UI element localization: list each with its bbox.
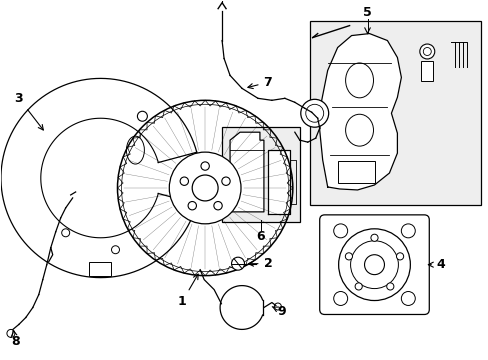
Text: 9: 9	[272, 305, 285, 318]
Bar	[88, 262, 110, 276]
Circle shape	[401, 224, 414, 238]
Polygon shape	[229, 132, 264, 212]
Circle shape	[333, 292, 347, 305]
Text: 2: 2	[248, 257, 272, 270]
Text: 3: 3	[15, 92, 43, 130]
Polygon shape	[319, 33, 401, 190]
Circle shape	[188, 202, 196, 210]
Circle shape	[401, 292, 414, 305]
Circle shape	[370, 234, 377, 241]
Bar	[309, 21, 480, 205]
Text: 7: 7	[247, 76, 272, 89]
Polygon shape	[267, 150, 289, 214]
Text: 8: 8	[12, 330, 20, 348]
Circle shape	[345, 253, 352, 260]
FancyBboxPatch shape	[319, 215, 428, 315]
Circle shape	[169, 152, 241, 224]
Circle shape	[333, 224, 347, 238]
Circle shape	[61, 229, 69, 237]
Circle shape	[231, 257, 244, 270]
Circle shape	[180, 177, 188, 185]
Bar	[222, 127, 299, 222]
Circle shape	[213, 202, 222, 210]
Circle shape	[419, 44, 434, 59]
Text: 1: 1	[178, 274, 198, 308]
Circle shape	[386, 283, 393, 290]
Text: 4: 4	[427, 258, 445, 271]
Circle shape	[354, 283, 362, 290]
Circle shape	[222, 177, 230, 185]
Text: 5: 5	[363, 6, 371, 19]
Circle shape	[396, 253, 403, 260]
Polygon shape	[1, 78, 196, 278]
Circle shape	[192, 175, 218, 201]
Circle shape	[111, 246, 119, 254]
Circle shape	[300, 99, 328, 127]
Text: 6: 6	[256, 230, 264, 243]
Circle shape	[117, 100, 292, 276]
Circle shape	[201, 162, 209, 170]
Circle shape	[137, 111, 147, 121]
Circle shape	[338, 229, 409, 301]
Bar	[337, 161, 375, 183]
Bar	[421, 62, 432, 81]
